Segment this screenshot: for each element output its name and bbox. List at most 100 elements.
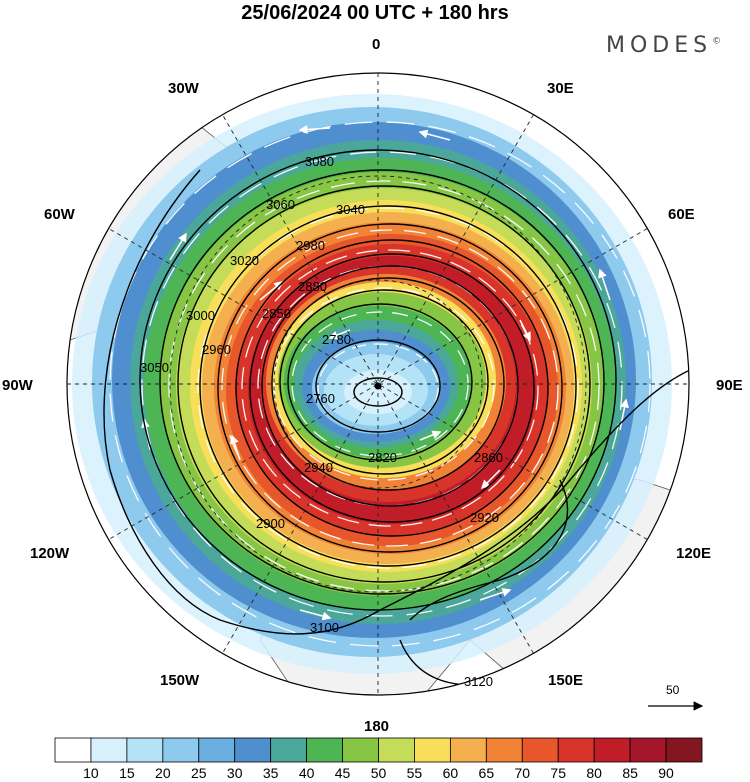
lon-label-60e: 60E <box>668 206 695 223</box>
colorbar-tick-label: 35 <box>263 765 279 781</box>
longitude-labels: 0 30E 60E 90E 120E 150E 180 150W 120W 90… <box>2 36 743 735</box>
lon-label-180: 180 <box>364 718 389 735</box>
contour-2820 <box>287 303 473 461</box>
colorbar-swatch <box>629 737 667 763</box>
stream-arrow <box>418 129 451 141</box>
colorbar-tick-label: 40 <box>299 765 315 781</box>
graticule <box>67 73 689 695</box>
contour-3000 <box>217 223 563 553</box>
colorbar-swatch <box>665 737 703 763</box>
colorbar-tick-label: 30 <box>227 765 243 781</box>
contour-label: 2820 <box>368 450 397 465</box>
colorbar-swatch <box>557 737 595 763</box>
colorbar <box>54 737 703 763</box>
colorbar-swatch <box>54 737 92 763</box>
colorbar-tick-label: 75 <box>550 765 566 781</box>
stream-arrow <box>519 319 531 342</box>
brand-mark: © <box>712 36 722 47</box>
contour-label: 2780 <box>322 332 351 347</box>
stream-arrow <box>480 469 501 490</box>
colorbar-swatch <box>198 737 236 763</box>
contour-labels: 3080 3060 3040 3020 3000 2980 2960 2940 … <box>140 154 503 689</box>
lon-label-150w: 150W <box>160 672 200 689</box>
shade-10-core <box>344 370 412 414</box>
stream-arrow <box>169 232 187 261</box>
stream-arrow <box>479 588 512 601</box>
stream-arrow <box>598 268 611 301</box>
colorbar-swatch <box>270 737 308 763</box>
contour-label: 2760 <box>306 391 335 406</box>
contour-label: 2980 <box>296 238 325 253</box>
colorbar-tick-label: 85 <box>622 765 638 781</box>
contour-label: 3000 <box>186 308 215 323</box>
stream-arrow <box>328 329 351 340</box>
lon-label-30w: 30W <box>168 80 200 97</box>
colorbar-tick-label: 80 <box>586 765 602 781</box>
colorbar-swatch <box>90 737 128 763</box>
contour-label: 2920 <box>470 510 499 525</box>
streamline-3 <box>168 180 600 592</box>
colorbar-swatch <box>342 737 379 763</box>
colorbar-tick-label: 20 <box>155 765 171 781</box>
lon-label-90e: 90E <box>716 377 743 394</box>
colorbar-swatch <box>378 737 415 763</box>
contour-2940 <box>261 265 519 507</box>
stream-arrow <box>298 125 331 134</box>
colorbar-tick-label: 55 <box>407 765 423 781</box>
contour-2860 <box>279 289 489 475</box>
parallel-60n <box>169 175 587 593</box>
parallel-75n <box>273 279 483 489</box>
streamline-5 <box>221 229 559 547</box>
colorbar-tick-label: 10 <box>83 765 99 781</box>
streamline-1 <box>109 121 651 647</box>
contour-label: 2880 <box>298 279 327 294</box>
lon-label-150e: 150E <box>548 672 583 689</box>
colorbar-tick-label: 25 <box>191 765 207 781</box>
contour-label: 3080 <box>305 154 334 169</box>
colorbar-swatch <box>414 737 451 763</box>
colorbar-labels: 10 15 20 25 30 35 40 45 50 55 60 65 70 75 80 85 90 <box>83 765 674 781</box>
colorbar-swatch <box>126 737 164 763</box>
colorbar-tick-label: 50 <box>371 765 387 781</box>
streamline-4 <box>197 207 579 569</box>
colorbar-tick-label: 60 <box>443 765 459 781</box>
colorbar-swatch <box>521 737 559 763</box>
lon-label-60w: 60W <box>44 206 76 223</box>
contour-label: 2940 <box>304 460 333 475</box>
contour-2980 <box>235 239 549 537</box>
lon-label-120w: 120W <box>30 545 70 562</box>
reference-vector: 50 <box>648 683 704 711</box>
colorbar-tick-label: 65 <box>479 765 495 781</box>
colorbar-swatch <box>593 737 631 763</box>
contour-label: 3050 <box>140 360 169 375</box>
contour-3060 <box>159 169 605 595</box>
colorbar-tick-label: 15 <box>119 765 135 781</box>
colorbar-tick-label: 70 <box>514 765 530 781</box>
colorbar-swatch <box>162 737 200 763</box>
stream-arrow <box>299 609 332 621</box>
north-pole-marker <box>374 382 382 390</box>
contour-label: 3120 <box>464 674 493 689</box>
colorbar-tick-label: 45 <box>335 765 351 781</box>
lon-label-30e: 30E <box>547 80 574 97</box>
lon-label-0: 0 <box>372 36 380 53</box>
brand-logo: MODES© <box>606 33 721 58</box>
colorbar-swatch <box>234 737 272 763</box>
stream-arrow <box>619 398 629 431</box>
lon-label-90w: 90W <box>2 377 34 394</box>
colorbar-swatch <box>306 737 343 763</box>
contour-label: 2850 <box>262 306 291 321</box>
streamline-10 <box>317 343 439 433</box>
colorbar-swatch <box>485 737 523 763</box>
contour-label: 2960 <box>202 342 231 357</box>
streamline-6 <box>241 249 539 527</box>
contour-label: 3040 <box>336 202 365 217</box>
colorbar-swatch <box>449 737 487 763</box>
contour-label: 3100 <box>310 620 339 635</box>
contour-label: 2860 <box>474 450 503 465</box>
stream-arrow <box>259 281 284 301</box>
contour-3020 <box>199 205 577 567</box>
contour-label: 2900 <box>256 516 285 531</box>
contour-label: 3060 <box>266 197 295 212</box>
